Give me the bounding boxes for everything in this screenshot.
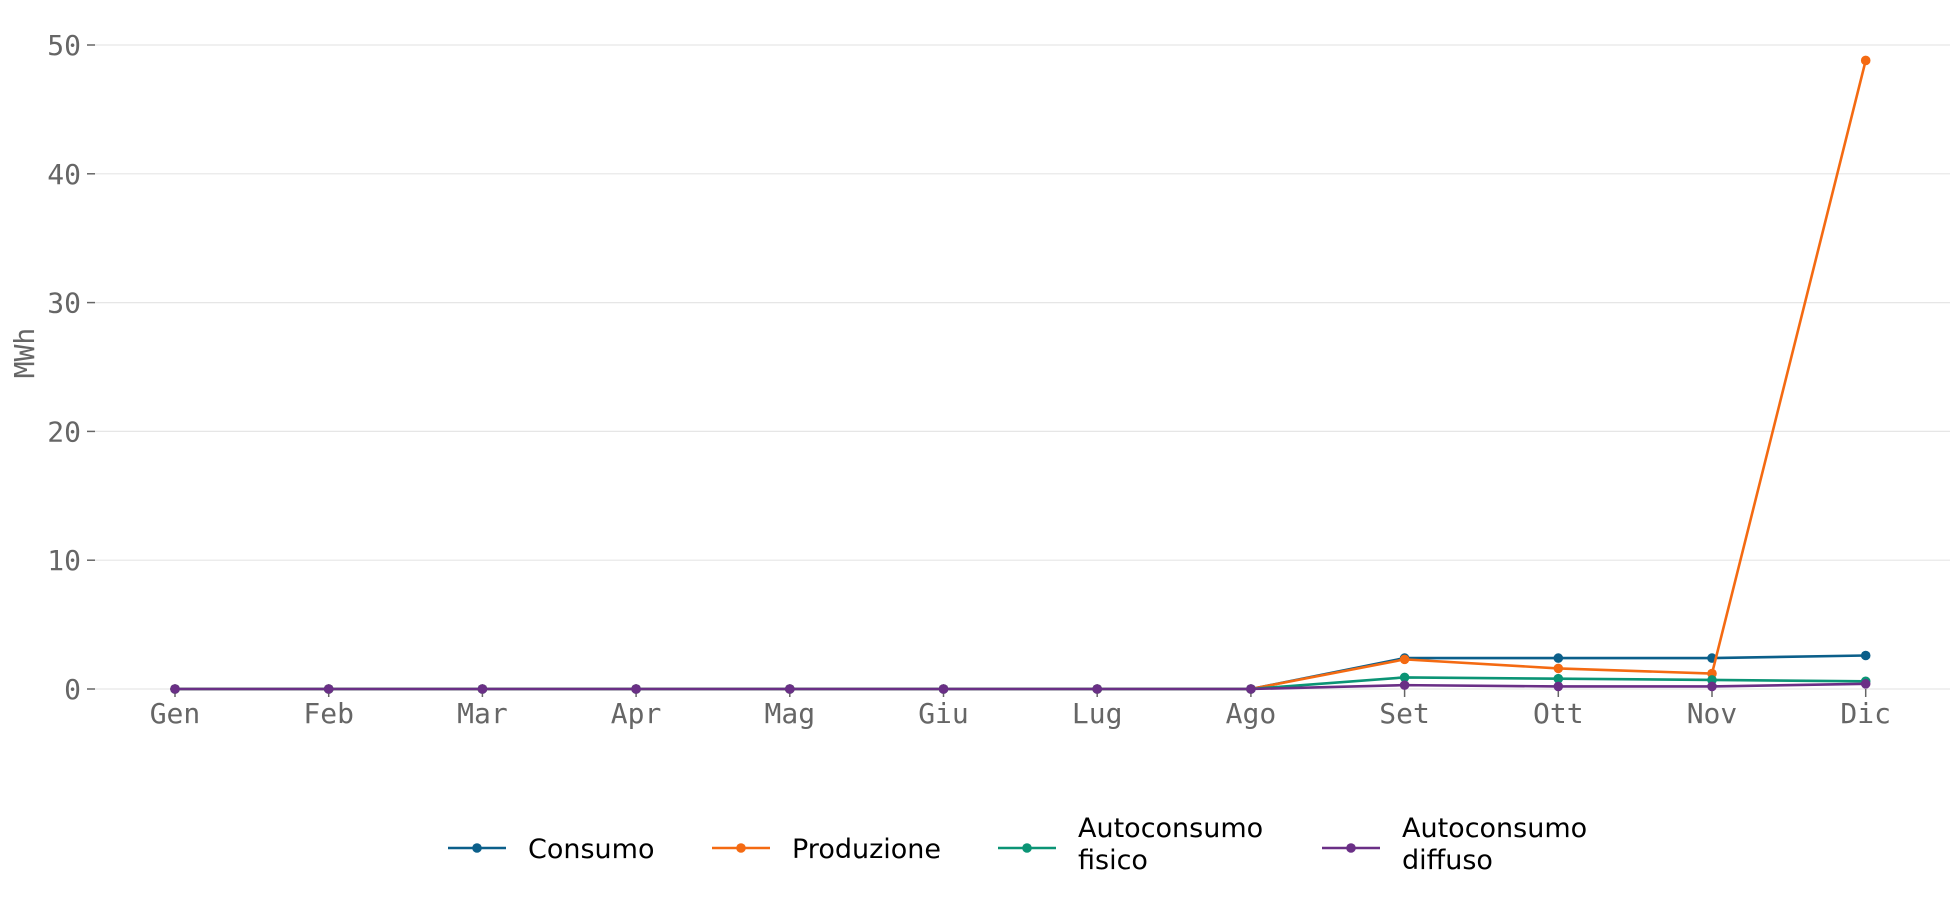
legend-swatch-marker [472,843,482,853]
x-tick-label: Giu [918,697,969,730]
data-point [1399,680,1410,690]
legend-item: Autoconsumo fisico [998,813,1263,876]
y-tick-label: 50 [47,29,81,62]
data-point [1860,55,1871,66]
legend-label: Autoconsumo fisico [1078,813,1263,876]
legend-item: Consumo [448,834,654,865]
x-tick-label: Ott [1533,697,1584,730]
legend-label: Consumo [528,834,654,865]
legend-label: Produzione [792,834,941,865]
series-3 [170,679,1871,694]
y-tick-label: 40 [47,158,81,191]
x-tick-label: Lug [1072,697,1123,730]
x-axis: Gen Feb Mar Apr Mag Giu Lug Ago Set Ott Nov Dic [150,689,1891,730]
data-point [1399,654,1410,665]
data-point [1553,663,1564,674]
legend-label: Autoconsumo diffuso [1402,813,1587,876]
legend-item: Produzione [712,834,941,865]
y-tick-label: 30 [47,287,81,320]
data-point [1553,653,1564,663]
legend-swatch-marker [1346,843,1356,853]
x-tick-label: Feb [303,697,354,730]
data-point [170,684,180,694]
legend: Consumo Produzione Autoconsumo fisico Autoco… [448,813,1587,876]
data-point [1553,673,1564,684]
data-point [938,684,949,694]
x-tick-label: Apr [611,697,662,730]
data-point [1246,684,1256,694]
series-line [175,682,1866,691]
data-point [1092,684,1102,694]
x-tick-label: Mar [457,697,508,730]
y-tick-label: 0 [64,673,81,706]
x-tick-label: Ago [1226,697,1277,730]
x-tick-label: Dic [1840,697,1891,730]
y-axis: 0 10 20 30 40 50 [47,29,95,706]
legend-item: Autoconsumo diffuso [1322,813,1587,876]
y-tick-label: 10 [47,544,81,577]
legend-swatch-marker [736,843,746,853]
data-point [323,684,334,694]
y-axis-title: MWh [8,328,41,379]
series-lines [170,55,1871,694]
legend-swatch-marker [1022,843,1032,853]
series-2 [170,672,1871,694]
data-point [785,684,795,694]
x-tick-label: Gen [150,697,201,730]
x-tick-label: Nov [1687,697,1738,730]
series-line [175,60,1867,691]
data-point [1707,681,1717,692]
data-point [1553,681,1564,692]
series-line [175,654,1866,691]
grid-lines [95,44,1950,690]
data-point [1860,650,1871,661]
data-point [631,684,641,694]
x-tick-label: Mag [765,697,816,730]
series-1 [170,55,1871,694]
y-tick-label: 20 [47,415,81,448]
data-point [1399,672,1410,683]
x-tick-label: Set [1379,697,1430,730]
data-point [477,684,488,694]
data-point [1860,679,1871,689]
